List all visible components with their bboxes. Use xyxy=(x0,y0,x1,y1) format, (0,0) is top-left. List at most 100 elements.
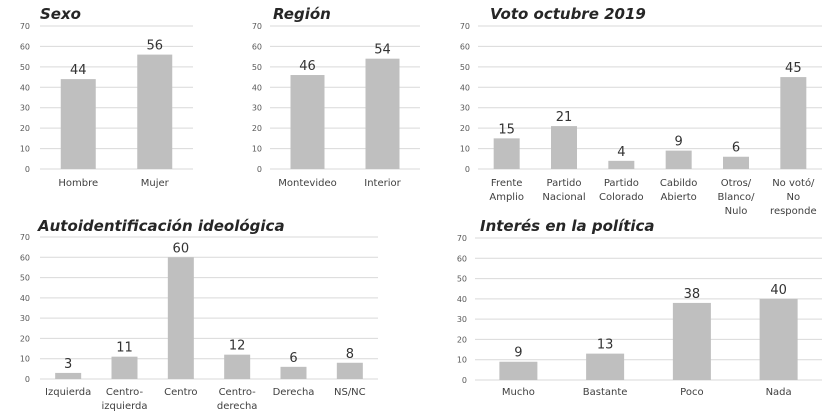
bar xyxy=(224,354,251,379)
y-tick-label: 50 xyxy=(252,63,262,72)
chart-4: Autoidentificación ideológica 0 10 20 30 40 50… xyxy=(20,217,378,412)
y-tick-label: 40 xyxy=(460,83,470,92)
category-label-line: Otros/ xyxy=(721,178,752,189)
category-label-line: Colorado xyxy=(599,192,644,203)
y-tick-label: 10 xyxy=(252,145,262,154)
bar xyxy=(780,77,807,169)
y-tick-label: 60 xyxy=(252,42,262,51)
category-label-line: derecha xyxy=(217,401,258,412)
category-label: Centro xyxy=(164,387,197,398)
category-label: Cabildo Abierto xyxy=(660,178,697,203)
chart-5: Interés en la política 0 10 20 30 40 50 60 70 9 Mu… xyxy=(457,217,822,398)
category-label-line: Centro xyxy=(164,387,197,398)
category-label-line: No xyxy=(787,192,801,203)
y-tick-label: 40 xyxy=(20,83,30,92)
y-tick-label: 60 xyxy=(457,254,467,263)
category-label-line: Partido xyxy=(547,178,582,189)
y-tick-label: 10 xyxy=(457,356,467,365)
bar xyxy=(551,126,577,169)
category-label-line: No votó/ xyxy=(772,177,815,189)
y-tick-label: 70 xyxy=(20,233,30,242)
category-label: Derecha xyxy=(273,387,315,398)
y-tick-label: 20 xyxy=(457,335,467,344)
y-tick-label: 20 xyxy=(460,124,470,133)
bar xyxy=(723,156,749,169)
y-tick-label: 30 xyxy=(457,315,467,324)
bar xyxy=(672,302,711,380)
category-label: NS/NC xyxy=(334,387,366,398)
data-label: 60 xyxy=(173,241,190,256)
category-label-line: izquierda xyxy=(101,401,147,412)
chart-title: Sexo xyxy=(40,5,81,23)
category-label-line: Frente xyxy=(491,178,522,189)
data-label: 56 xyxy=(146,39,163,54)
category-label-line: Montevideo xyxy=(278,178,336,189)
category-label-line: Poco xyxy=(680,387,703,398)
chart-2: Región 0 10 20 30 40 50 60 70 46 Montevideo 54 Inter… xyxy=(252,5,420,189)
y-tick-label: 40 xyxy=(252,83,262,92)
category-label-line: Hombre xyxy=(58,178,98,189)
data-label: 8 xyxy=(346,347,354,362)
category-label: Poco xyxy=(680,387,703,398)
y-tick-label: 0 xyxy=(25,375,30,384)
y-tick-label: 0 xyxy=(25,165,30,174)
y-tick-label: 30 xyxy=(20,104,30,113)
bar xyxy=(499,361,538,380)
data-label: 13 xyxy=(597,338,614,353)
y-tick-label: 0 xyxy=(465,165,470,174)
y-tick-label: 40 xyxy=(457,295,467,304)
bar xyxy=(60,79,96,169)
bar xyxy=(493,138,520,169)
y-tick-label: 10 xyxy=(20,355,30,364)
y-tick-label: 10 xyxy=(460,145,470,154)
y-tick-label: 20 xyxy=(20,334,30,343)
category-label-line: Bastante xyxy=(583,387,628,398)
data-label: 21 xyxy=(556,110,573,125)
category-label-line: Amplio xyxy=(489,192,524,203)
y-tick-label: 30 xyxy=(20,314,30,323)
bar xyxy=(111,356,138,379)
category-label-line: Interior xyxy=(364,178,401,189)
y-tick-label: 60 xyxy=(20,253,30,262)
y-tick-label: 70 xyxy=(20,22,30,31)
category-label-line: Cabildo xyxy=(660,178,697,189)
category-label: Interior xyxy=(364,178,401,189)
y-tick-label: 30 xyxy=(252,104,262,113)
y-tick-label: 60 xyxy=(20,42,30,51)
category-label: Centro-derecha xyxy=(217,387,258,412)
data-label: 9 xyxy=(675,135,683,150)
bar xyxy=(759,298,798,380)
bar xyxy=(167,257,194,379)
category-label-line: Mucho xyxy=(502,387,535,398)
data-label: 4 xyxy=(617,145,625,160)
category-label-line: NS/NC xyxy=(334,387,366,398)
data-label: 40 xyxy=(770,283,787,298)
y-tick-label: 60 xyxy=(460,42,470,51)
category-label-line: Nada xyxy=(766,387,792,398)
category-label: Mucho xyxy=(502,387,535,398)
category-label-line: Mujer xyxy=(141,178,170,189)
category-label-line: Centro- xyxy=(219,387,257,398)
data-label: 6 xyxy=(732,141,740,156)
bar xyxy=(336,362,363,379)
category-label: Nada xyxy=(766,387,792,398)
chart-title: Región xyxy=(273,5,331,23)
category-label: Bastante xyxy=(583,387,628,398)
category-label-line: Partido xyxy=(604,178,639,189)
category-label: Izquierda xyxy=(45,387,91,398)
bar xyxy=(665,150,692,169)
y-tick-label: 30 xyxy=(460,104,470,113)
bar xyxy=(365,58,400,169)
category-label: Mujer xyxy=(141,178,170,189)
data-label: 6 xyxy=(289,351,297,366)
y-tick-label: 70 xyxy=(460,22,470,31)
y-tick-label: 50 xyxy=(20,63,30,72)
data-label: 38 xyxy=(684,287,701,302)
category-label: Centro-izquierda xyxy=(101,387,147,412)
category-label: Montevideo xyxy=(278,178,336,189)
y-tick-label: 70 xyxy=(252,22,262,31)
bar xyxy=(280,366,307,379)
data-label: 45 xyxy=(785,61,802,76)
chart-title: Voto octubre 2019 xyxy=(490,5,646,23)
data-label: 9 xyxy=(514,346,522,361)
